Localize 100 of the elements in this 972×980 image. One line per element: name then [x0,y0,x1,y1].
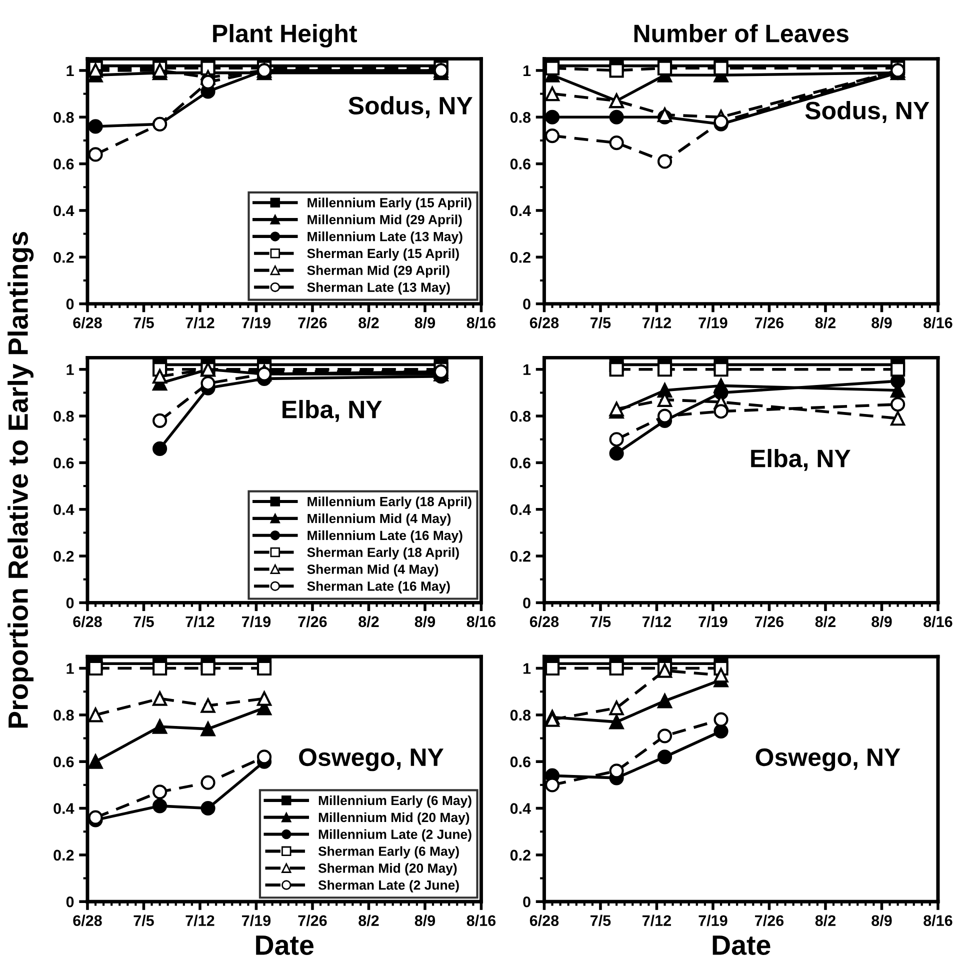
annotation: Oswego, NY [756,748,900,772]
y-tick-label: 0.6 [510,756,530,768]
chart-title: Plant Height [213,24,357,48]
y-tick-label: 0.4 [510,205,531,216]
annotation: Oswego, NY [299,748,444,772]
x-axis-title: Date [712,936,770,955]
y-tick-label: 0.8 [54,710,74,721]
x-tick-label: 7/12 [642,616,671,628]
legend-label: Sherman Mid (20 May) [318,863,457,876]
annotation: Elba, NY [282,400,382,422]
x-tick-label: 7/19 [242,616,271,628]
x-tick-label: 7/12 [186,316,214,328]
x-tick-label: 7/19 [242,914,271,926]
x-tick-label: 8/9 [872,316,892,328]
x-tick-label: 6/28 [530,914,559,926]
x-tick-label: 8/2 [358,616,379,628]
x-tick-label: 8/16 [466,316,496,328]
y-tick-label: 0 [523,298,530,310]
legend-label: Sherman Late (13 May) [307,282,450,295]
x-tick-label: 8/9 [414,914,436,926]
y-tick-label: 1 [66,364,74,375]
x-tick-label: 8/16 [924,914,952,926]
x-tick-label: 8/2 [815,316,836,328]
legend-label: Millennium Late (2 June) [318,829,472,842]
legend-label: Millennium Early (15 April) [308,198,472,210]
legend-label: Millennium Mid (4 May) [308,513,451,526]
x-tick-label: 7/19 [698,316,728,328]
x-tick-label: 7/5 [590,316,611,328]
y-tick-label: 0 [66,298,74,310]
legend-label: Sherman Late (2 June) [318,880,459,892]
y-tick-label: 0.6 [54,158,74,170]
y-tick-label: 1 [524,65,531,76]
legend-label: Millennium Mid (29 April) [308,214,462,227]
y-tick-label: 0.2 [54,850,74,861]
y-tick-label: 0.4 [510,803,531,814]
legend-label: Millennium Early (6 May) [318,795,472,808]
x-tick-label: 8/9 [872,914,892,926]
legend-label: Sherman Late (16 May) [307,581,450,594]
y-tick-label: 0.4 [54,205,74,216]
y-tick-label: 0.6 [510,458,530,468]
x-tick-label: 6/28 [73,914,102,926]
y-tick-label: 1 [66,663,74,674]
y-tick-label: 0.8 [510,112,531,123]
x-tick-label: 8/9 [414,316,436,328]
x-tick-label: 8/16 [466,616,496,628]
x-tick-label: 7/12 [186,914,214,926]
x-tick-label: 7/5 [134,616,154,628]
x-tick-label: 8/9 [872,616,892,628]
x-tick-label: 7/26 [755,914,784,926]
y-tick-label: 0.6 [54,458,74,468]
y-tick-label: 0 [523,896,530,908]
x-tick-label: 7/12 [642,914,671,926]
y-tick-label: 1 [524,663,531,674]
y-tick-label: 0.8 [510,710,531,721]
x-tick-label: 7/5 [590,914,611,926]
y-axis-title: Proportion Relative to Early Plantings [8,232,34,728]
x-tick-label: 8/16 [466,914,496,926]
y-tick-label: 0 [66,598,74,608]
y-tick-label: 1 [66,65,74,76]
legend-label: Sherman Early (15 April) [307,248,459,261]
y-tick-label: 0.6 [510,158,530,170]
x-tick-label: 7/26 [755,316,784,328]
x-tick-label: 8/16 [924,616,952,628]
x-tick-label: 8/2 [358,914,379,926]
legend-label: Sherman Mid (4 May) [307,564,438,577]
legend-label: Sherman Early (6 May) [318,846,459,859]
x-tick-label: 7/19 [698,914,728,926]
y-tick-label: 0.4 [510,504,531,516]
x-tick-label: 6/28 [530,616,559,628]
x-tick-label: 8/2 [815,914,836,926]
y-tick-label: 0 [66,896,74,908]
x-tick-label: 8/16 [924,316,952,328]
x-tick-label: 8/2 [815,616,836,628]
x-tick-label: 8/2 [358,316,379,328]
annotation: Sodus, NY [348,96,472,118]
y-tick-label: 0.8 [54,410,74,422]
x-tick-label: 7/5 [134,914,154,926]
x-tick-label: 7/19 [242,316,271,328]
legend-label: Sherman Early (18 April) [307,547,459,560]
x-tick-label: 7/12 [186,616,214,628]
x-tick-label: 6/28 [73,316,102,328]
y-tick-label: 0.6 [54,756,74,768]
x-tick-label: 7/26 [298,914,327,926]
y-tick-label: 1 [524,364,531,375]
x-tick-label: 8/9 [414,616,436,628]
x-tick-label: 7/5 [134,316,154,328]
y-tick-label: 0.4 [54,803,74,814]
legend-label: Millennium Late (13 May) [308,232,462,244]
x-tick-label: 6/28 [73,616,102,628]
x-tick-label: 7/5 [590,616,611,628]
x-tick-label: 7/26 [298,616,327,628]
x-axis-title: Date [256,936,314,955]
annotation: Sodus, NY [805,101,930,124]
y-tick-label: 0.2 [510,550,530,562]
x-tick-label: 7/19 [698,616,728,628]
legend-label: Millennium Early (18 April) [308,496,472,509]
annotation: Elba, NY [751,448,850,471]
x-tick-label: 6/28 [530,316,559,328]
y-tick-label: 0.2 [510,850,530,861]
y-tick-label: 0 [523,598,530,608]
